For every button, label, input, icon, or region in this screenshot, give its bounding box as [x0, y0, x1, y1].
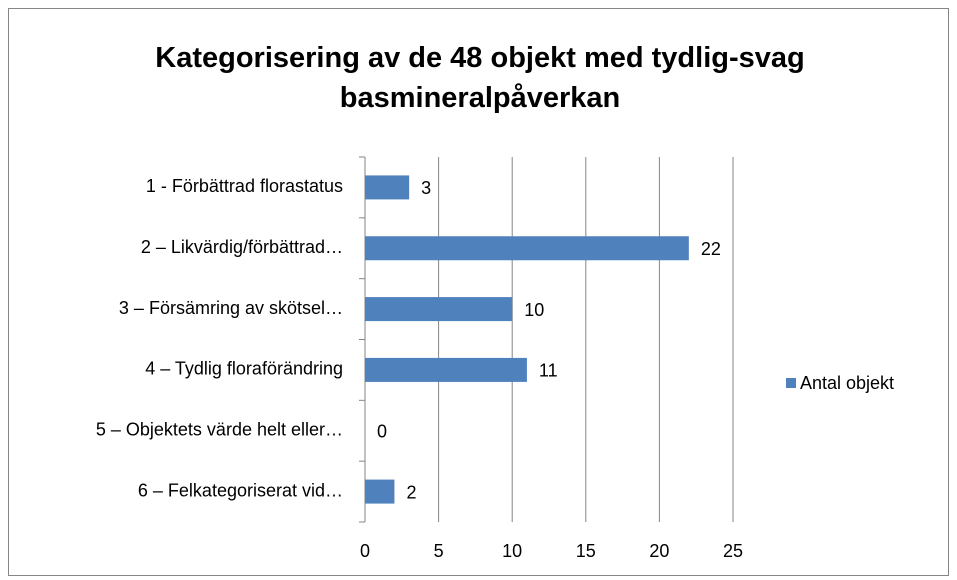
y-tick-label: 5 – Objektets värde helt eller… — [96, 420, 343, 440]
y-tick-label: 1 - Förbättrad florastatus — [146, 176, 343, 196]
data-label: 22 — [701, 239, 721, 259]
bar — [365, 357, 527, 382]
y-tick-label: 3 – Försämring av skötsel… — [119, 298, 343, 318]
bar — [365, 175, 410, 200]
chart-border — [8, 8, 949, 576]
y-tick-label: 6 – Felkategoriserat vid… — [138, 480, 343, 500]
chart-title: Kategorisering av de 48 objekt med tydli… — [155, 42, 805, 114]
data-label: 10 — [524, 300, 544, 320]
bar — [365, 479, 395, 504]
x-tick-label: 15 — [576, 541, 596, 561]
data-label: 3 — [421, 178, 431, 198]
bar — [365, 297, 513, 322]
y-tick-label: 4 – Tydlig floraförändring — [145, 359, 343, 379]
data-label: 2 — [406, 482, 416, 502]
y-tick-label: 2 – Likvärdig/förbättrad… — [141, 237, 343, 257]
legend-swatch — [786, 378, 796, 388]
data-label: 11 — [539, 361, 558, 381]
x-tick-label: 5 — [434, 541, 444, 561]
x-tick-label: 20 — [649, 541, 669, 561]
legend-label: Antal objekt — [800, 373, 894, 393]
x-tick-label: 10 — [502, 541, 522, 561]
bar — [365, 236, 689, 261]
x-tick-label: 0 — [360, 541, 370, 561]
data-label: 0 — [377, 422, 387, 442]
x-tick-label: 25 — [723, 541, 743, 561]
